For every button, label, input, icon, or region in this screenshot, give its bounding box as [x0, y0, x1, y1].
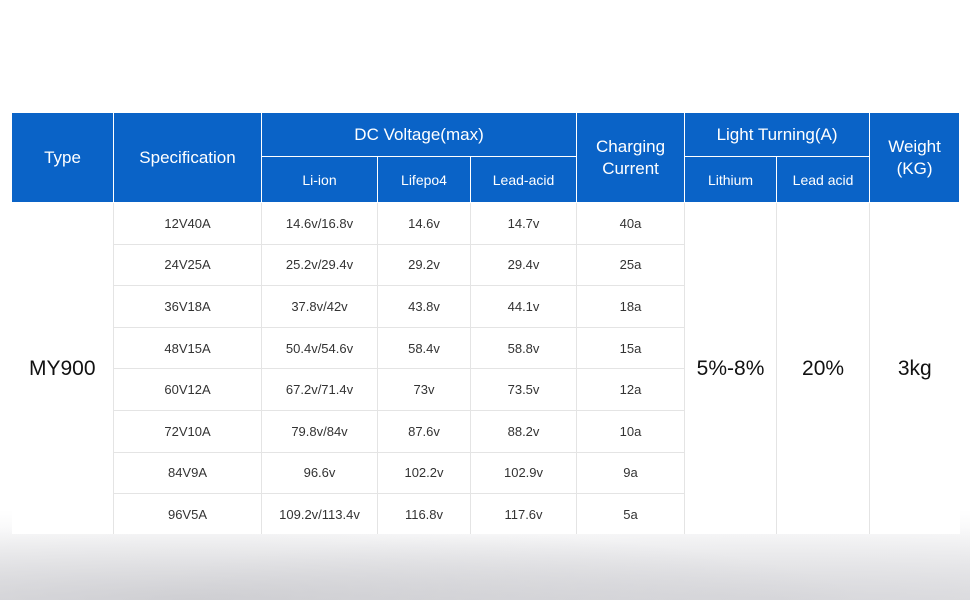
table-row: 96V5A 109.2v/113.4v 116.8v 117.6v 5a: [12, 493, 960, 534]
lifepo4-cell: 29.2v: [377, 244, 471, 287]
header-dc-voltage: DC Voltage(max): [260, 112, 578, 157]
header-li-ion: Li-ion: [261, 156, 378, 203]
li-ion-cell: 109.2v/113.4v: [261, 493, 378, 534]
li-ion-cell: 50.4v/54.6v: [261, 327, 378, 370]
current-cell: 5a: [576, 493, 686, 534]
current-cell: 25a: [576, 244, 686, 287]
current-cell: 18a: [576, 285, 686, 328]
lead-acid-cell: 29.4v: [470, 244, 578, 287]
header-charging-line1: Charging: [596, 136, 666, 156]
table-row: 60V12A 67.2v/71.4v 73v 73.5v 12a: [12, 368, 960, 411]
header-charging-current: Charging Current: [576, 112, 686, 203]
lifepo4-cell: 116.8v: [377, 493, 471, 534]
spec-table: Type Specification DC Voltage(max) Charg…: [11, 112, 961, 534]
lead-acid-cell: 88.2v: [470, 410, 578, 453]
header-type: Type: [11, 112, 114, 203]
table-row: 48V15A 50.4v/54.6v 58.4v 58.8v 15a: [12, 327, 960, 370]
lifepo4-cell: 43.8v: [377, 285, 471, 328]
current-cell: 15a: [576, 327, 686, 370]
lead-acid-cell: 44.1v: [470, 285, 578, 328]
spec-cell: 24V25A: [113, 244, 262, 287]
spec-cell: 36V18A: [113, 285, 262, 328]
header-weight-line1: Weight: [888, 136, 941, 156]
table-row: MY900 12V40A 14.6v/16.8v 14.6v 14.7v 40a…: [11, 202, 960, 534]
lifepo4-cell: 87.6v: [377, 410, 471, 453]
spec-cell: 48V15A: [113, 327, 262, 370]
spec-cell: 96V5A: [113, 493, 262, 534]
table-row: 36V18A 37.8v/42v 43.8v 44.1v 18a: [12, 285, 960, 328]
table-row: 24V25A 25.2v/29.4v 29.2v 29.4v 25a: [12, 244, 960, 287]
header-lithium: Lithium: [684, 156, 778, 203]
header-weight: Weight (KG): [869, 112, 961, 203]
li-ion-cell: 37.8v/42v: [261, 285, 378, 328]
light-lithium-cell: 5%-8%: [684, 202, 778, 534]
lifepo4-cell: 58.4v: [377, 327, 471, 370]
spec-cell: 84V9A: [113, 452, 262, 495]
header-lead-acid-light: Lead acid: [776, 156, 871, 203]
li-ion-cell: 25.2v/29.4v: [261, 244, 378, 287]
lifepo4-cell: 73v: [377, 368, 471, 411]
lead-acid-cell: 14.7v: [470, 202, 578, 245]
table-row: 84V9A 96.6v 102.2v 102.9v 9a: [12, 452, 960, 495]
header-charging-line2: Current: [602, 158, 659, 178]
lead-acid-cell: 117.6v: [470, 493, 578, 534]
header-light-turning: Light Turning(A): [684, 112, 871, 157]
lead-acid-cell: 102.9v: [470, 452, 578, 495]
weight-cell: 3kg: [869, 202, 960, 534]
current-cell: 40a: [576, 202, 686, 245]
li-ion-cell: 96.6v: [261, 452, 378, 495]
lifepo4-cell: 14.6v: [377, 202, 471, 245]
lifepo4-cell: 102.2v: [377, 452, 471, 495]
current-cell: 12a: [576, 368, 686, 411]
li-ion-cell: 14.6v/16.8v: [261, 202, 378, 245]
model-cell: MY900: [11, 202, 114, 534]
light-lead-acid-cell: 20%: [776, 202, 871, 534]
header-lifepo4: Lifepo4: [377, 156, 471, 203]
table-row: 72V10A 79.8v/84v 87.6v 88.2v 10a: [12, 410, 960, 453]
li-ion-cell: 79.8v/84v: [261, 410, 378, 453]
spec-cell: 72V10A: [113, 410, 262, 453]
lead-acid-cell: 73.5v: [470, 368, 578, 411]
lead-acid-cell: 58.8v: [470, 327, 578, 370]
current-cell: 9a: [576, 452, 686, 495]
header-lead-acid: Lead-acid: [469, 156, 578, 203]
header-weight-line2: (KG): [896, 158, 933, 178]
spec-cell: 60V12A: [113, 368, 262, 411]
current-cell: 10a: [576, 410, 686, 453]
spec-cell: 12V40A: [113, 202, 262, 245]
header-specification: Specification: [113, 112, 262, 203]
li-ion-cell: 67.2v/71.4v: [261, 368, 378, 411]
